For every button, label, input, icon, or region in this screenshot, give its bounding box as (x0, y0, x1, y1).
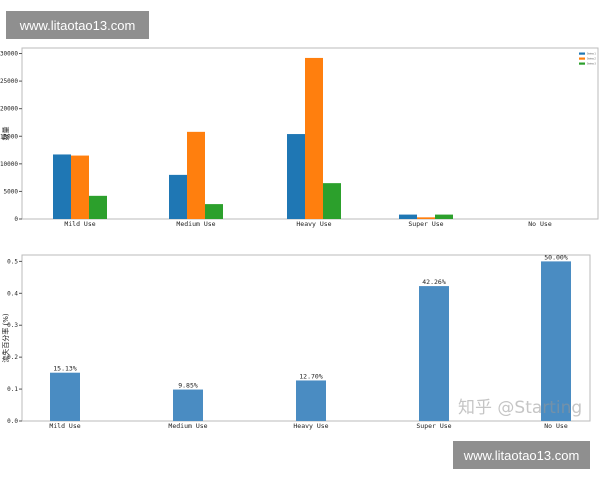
bar-3 (205, 204, 223, 219)
y-tick-label: 30000 (0, 51, 18, 58)
y-axis-label: 数量 (1, 127, 10, 141)
churn-rate-chart: 0.0 0.1 0.2 0.3 0.4 0.5 15.13% 9.85% 12.70% 42.26… (1, 253, 591, 430)
y-tick-label: 0 (14, 216, 18, 223)
y-tick-label: 10000 (0, 161, 18, 168)
x-tick-label: No Use (544, 422, 568, 430)
legend-swatch (579, 52, 585, 55)
legend-label: Series 3 (587, 63, 596, 66)
data-label: 50.00% (544, 253, 568, 261)
bar-3 (435, 214, 453, 219)
data-label: 15.13% (53, 365, 77, 373)
y-tick-label: 0.5 (7, 258, 18, 265)
y-tick-label: 0.0 (7, 418, 18, 425)
bar-2 (417, 217, 435, 219)
x-tick-label: Mild Use (49, 422, 80, 430)
bar-2 (187, 131, 205, 219)
bar-3 (89, 195, 107, 219)
bar-2 (305, 57, 323, 219)
legend-label: Series 2 (587, 58, 596, 61)
watermark-bottom: www.litaotao13.com (453, 441, 590, 469)
y-tick-label: 15000 (0, 133, 18, 140)
legend-swatch (579, 62, 585, 65)
x-tick-label: Medium Use (168, 422, 207, 430)
y-tick-label: 25000 (0, 78, 18, 85)
watermark-top: www.litaotao13.com (6, 11, 149, 39)
y-tick-label: 0.1 (7, 386, 18, 393)
y-axis-label: 流失百分率 (%) (1, 313, 10, 363)
bar-1 (53, 154, 71, 219)
zhihu-watermark: 知乎 @Starting (458, 398, 583, 418)
y-tick-label: 0.2 (7, 354, 18, 361)
bar (296, 380, 326, 421)
bar (173, 389, 203, 421)
legend-label: Series 1 (587, 53, 596, 56)
data-label: 9.85% (178, 382, 198, 390)
bar-1 (287, 134, 305, 219)
x-tick-label: Medium Use (176, 220, 215, 228)
bar-1 (169, 174, 187, 219)
x-tick-label: Super Use (416, 422, 451, 430)
bar-1 (399, 214, 417, 219)
x-tick-label: Super Use (408, 220, 443, 228)
x-tick-label: Mild Use (64, 220, 95, 228)
y-tick-label: 5000 (4, 188, 19, 195)
count-chart: 0 5000 10000 15000 20000 25000 30000 Mild Use Me… (0, 47, 599, 228)
x-tick-label: No Use (528, 220, 552, 228)
y-tick-label: 0.4 (7, 290, 18, 297)
y-tick-label: 0.3 (7, 322, 18, 329)
data-label: 12.70% (299, 372, 323, 380)
legend-swatch (579, 57, 585, 60)
bar-3 (323, 183, 341, 219)
data-label: 42.26% (422, 278, 446, 286)
bar (50, 372, 80, 421)
bar (419, 286, 449, 421)
x-tick-label: Heavy Use (296, 220, 331, 228)
x-tick-label: Heavy Use (293, 422, 328, 430)
bar-2 (71, 155, 89, 219)
y-tick-label: 20000 (0, 106, 18, 113)
bar (541, 261, 571, 421)
